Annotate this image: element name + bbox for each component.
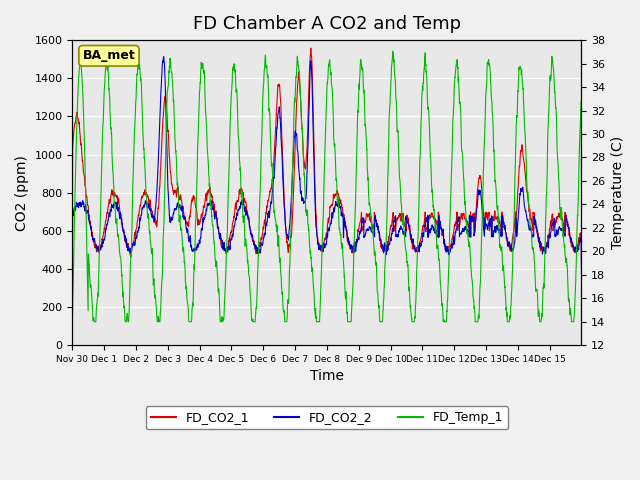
X-axis label: Time: Time — [310, 370, 344, 384]
Y-axis label: Temperature (C): Temperature (C) — [611, 136, 625, 249]
Title: FD Chamber A CO2 and Temp: FD Chamber A CO2 and Temp — [193, 15, 461, 33]
Y-axis label: CO2 (ppm): CO2 (ppm) — [15, 155, 29, 230]
Text: BA_met: BA_met — [83, 49, 135, 62]
Legend: FD_CO2_1, FD_CO2_2, FD_Temp_1: FD_CO2_1, FD_CO2_2, FD_Temp_1 — [145, 407, 508, 430]
